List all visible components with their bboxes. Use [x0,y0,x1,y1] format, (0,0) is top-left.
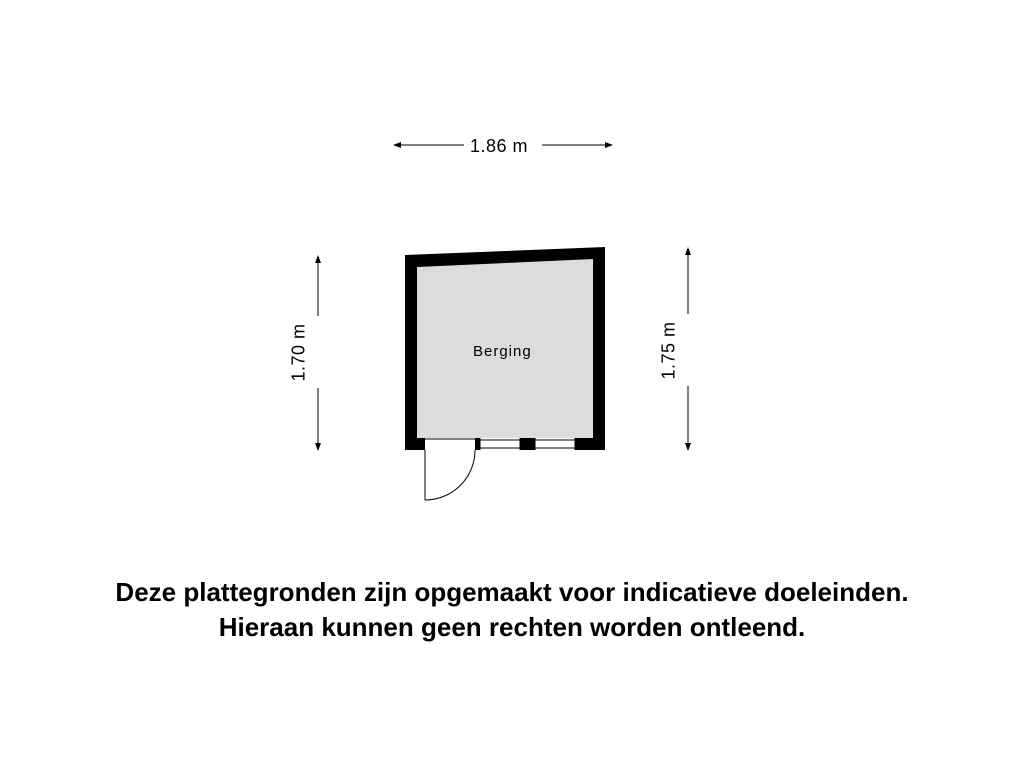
floorplan-svg [0,0,1024,768]
room-label-berging: Berging [473,343,532,360]
dimension-right-label: 1.75 m [659,321,680,379]
disclaimer-line1: Deze plattegronden zijn opgemaakt voor i… [0,575,1024,610]
disclaimer-text: Deze plattegronden zijn opgemaakt voor i… [0,575,1024,645]
dimension-top-label: 1.86 m [470,136,528,157]
dimension-left-label: 1.70 m [289,323,310,381]
floorplan-canvas: 1.86 m 1.70 m 1.75 m Berging Deze platte… [0,0,1024,768]
disclaimer-line2: Hieraan kunnen geen rechten worden ontle… [0,610,1024,645]
